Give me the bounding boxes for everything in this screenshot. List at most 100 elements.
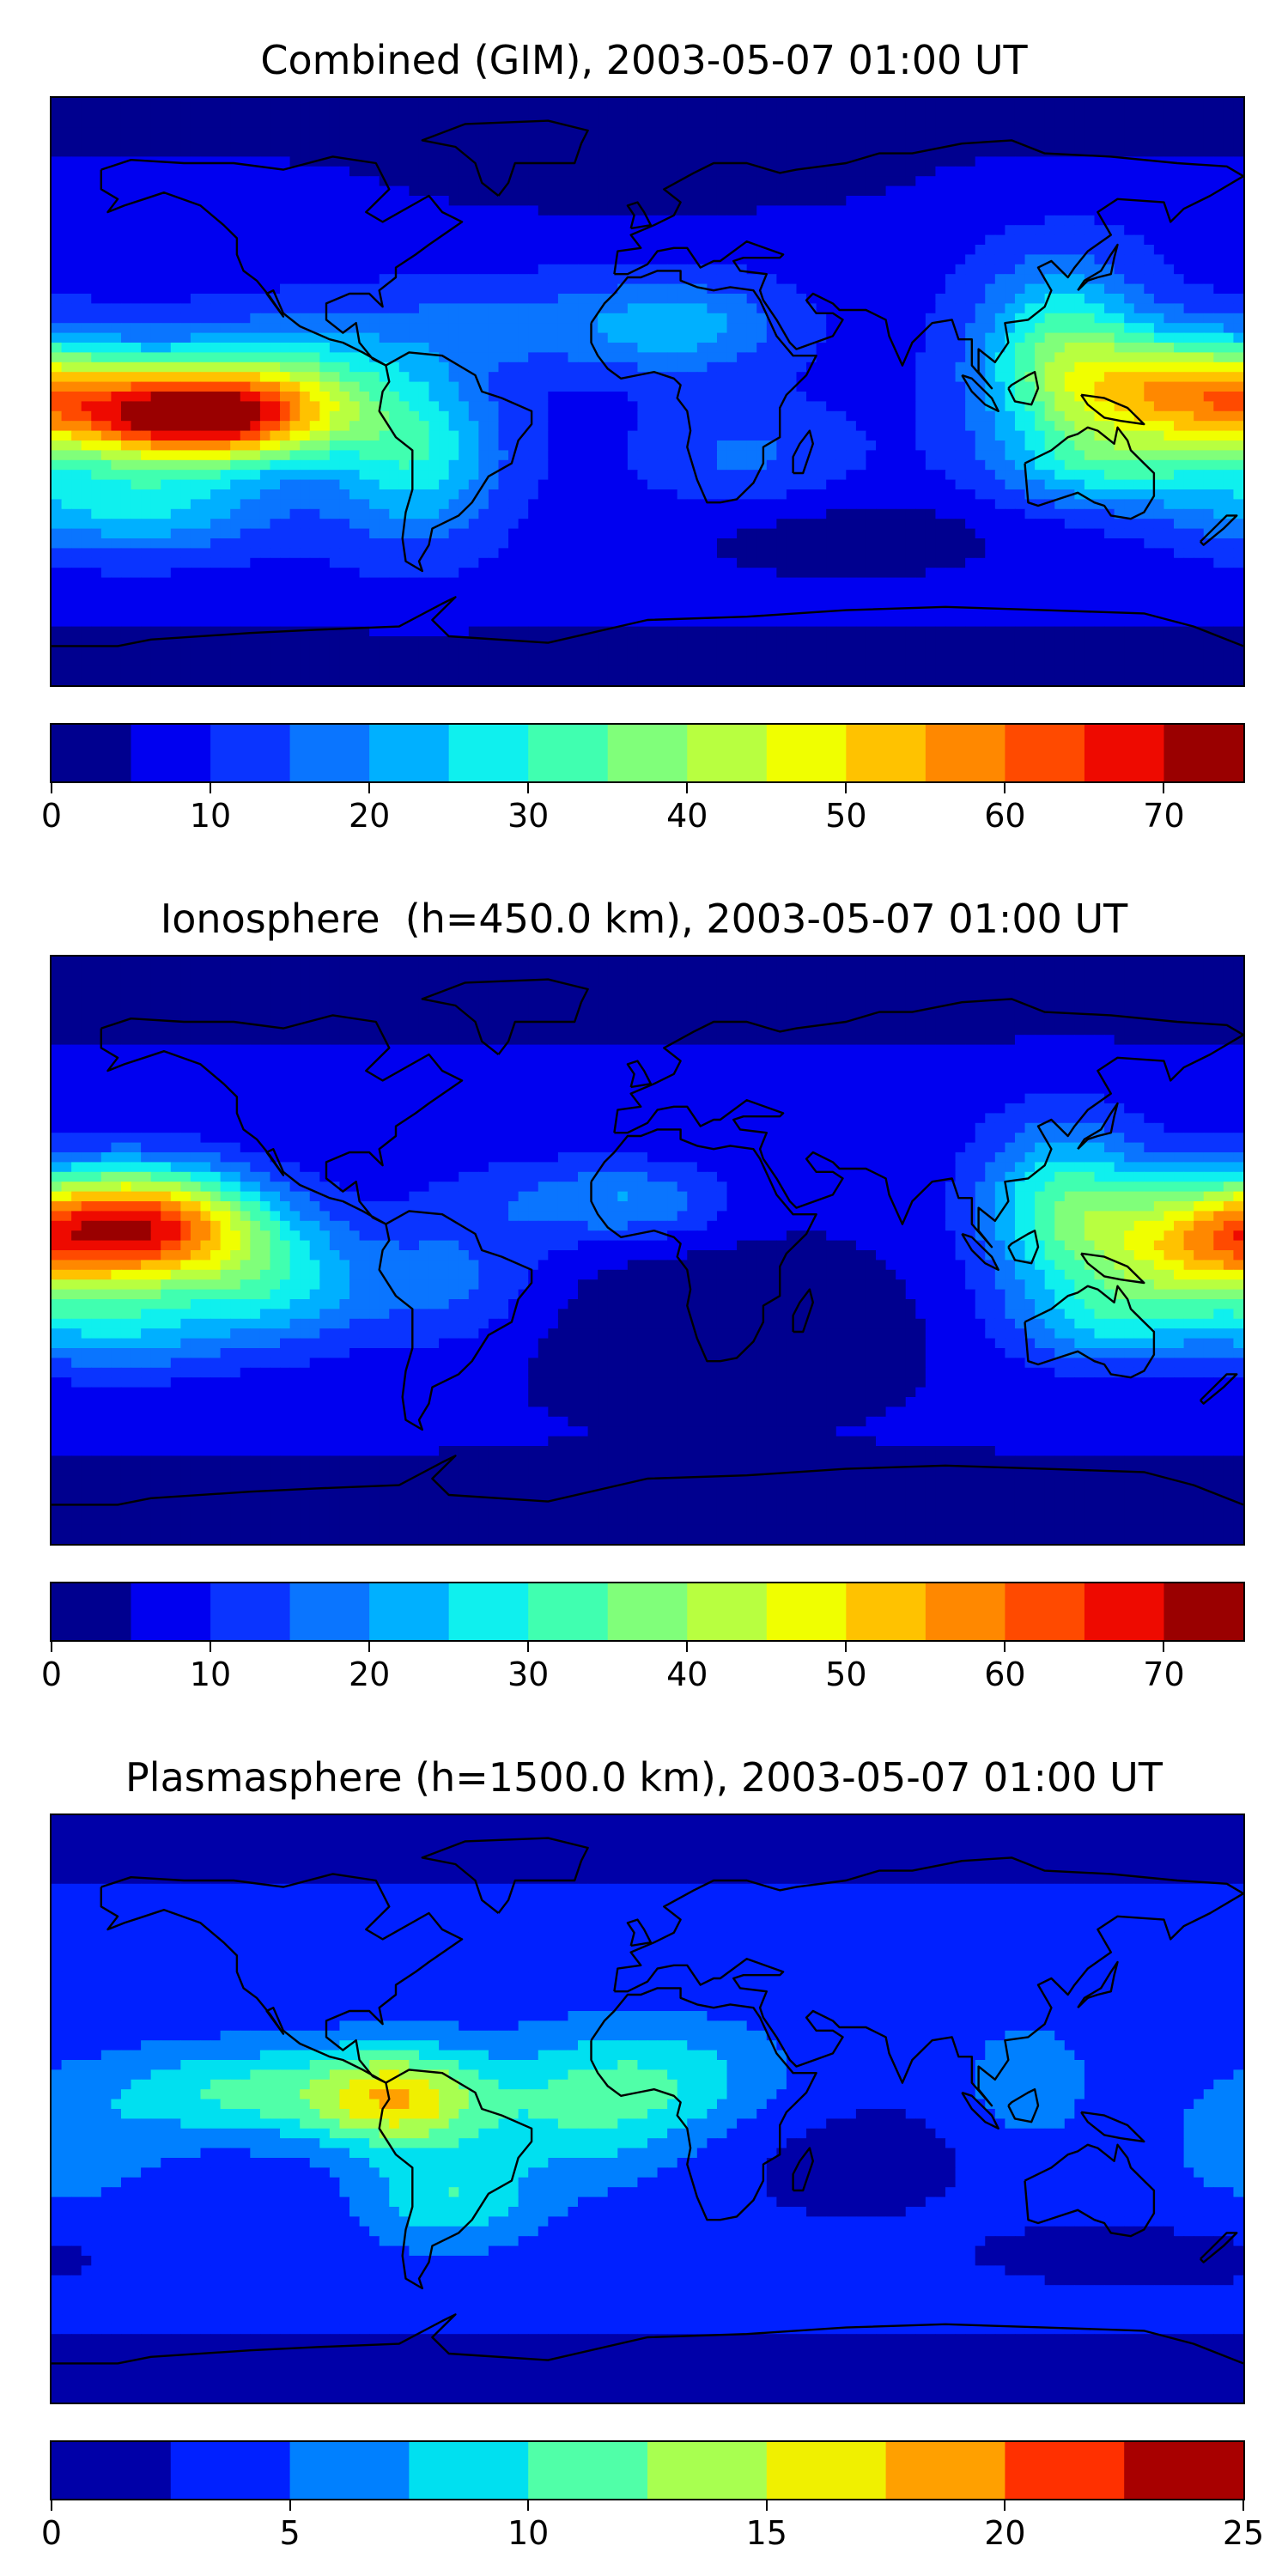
tec-cell xyxy=(52,215,63,226)
tec-cell xyxy=(1203,245,1214,255)
tec-cell xyxy=(508,283,519,295)
tec-cell xyxy=(687,274,698,285)
tec-cell xyxy=(518,421,529,432)
tec-cell xyxy=(220,459,231,471)
tec-cell xyxy=(955,421,966,432)
tec-cell xyxy=(448,254,459,265)
tec-cell xyxy=(369,470,380,481)
tec-cell xyxy=(846,205,857,216)
tec-cell xyxy=(985,440,996,451)
tec-cell xyxy=(1233,352,1243,363)
tec-cell xyxy=(280,343,291,353)
tec-cell xyxy=(418,98,430,108)
tec-cell xyxy=(240,361,251,373)
tec-cell xyxy=(1054,254,1066,265)
tec-cell xyxy=(1194,313,1205,324)
tec-cell xyxy=(866,215,877,226)
tec-cell xyxy=(955,479,966,490)
tec-cell xyxy=(418,176,430,187)
tec-cell xyxy=(568,166,579,177)
tec-cell xyxy=(309,450,320,461)
tec-cell xyxy=(538,489,549,500)
tec-cell xyxy=(538,313,549,324)
tec-cell xyxy=(965,410,976,422)
tec-cell xyxy=(617,274,629,285)
tec-cell xyxy=(61,185,72,197)
tec-cell xyxy=(170,137,181,148)
tec-cell xyxy=(91,196,102,206)
tec-cell xyxy=(1194,283,1205,295)
tec-cell xyxy=(131,421,142,432)
tec-cell xyxy=(1114,372,1125,383)
tec-cell xyxy=(389,401,400,412)
tec-cell xyxy=(826,489,837,500)
tec-cell xyxy=(120,352,132,363)
tec-cell xyxy=(835,421,847,432)
tec-cell xyxy=(637,303,648,314)
tec-cell xyxy=(150,381,161,392)
tec-cell xyxy=(498,283,509,295)
tec-cell xyxy=(1124,303,1135,314)
tec-cell xyxy=(835,107,847,118)
tec-cell xyxy=(617,185,629,197)
tec-cell xyxy=(538,176,549,187)
tec-cell xyxy=(190,352,202,363)
tec-cell xyxy=(210,489,222,500)
tec-cell xyxy=(1174,127,1185,138)
tec-cell xyxy=(300,372,311,383)
tec-cell xyxy=(259,127,271,138)
tec-cell xyxy=(1024,343,1036,353)
tec-cell xyxy=(190,137,202,148)
tec-cell xyxy=(756,147,768,157)
tec-cell xyxy=(985,205,996,216)
tec-cell xyxy=(1163,479,1175,490)
tec-cell xyxy=(1094,381,1105,392)
tec-cell xyxy=(538,421,549,432)
tec-cell xyxy=(329,430,341,441)
tec-cell xyxy=(81,332,92,343)
tec-cell xyxy=(796,499,807,510)
tec-cell xyxy=(1124,352,1135,363)
tec-cell xyxy=(896,274,907,285)
tec-cell xyxy=(1044,421,1055,432)
tec-cell xyxy=(71,470,82,481)
tec-cell xyxy=(349,274,361,285)
tec-cell xyxy=(935,205,946,216)
tec-cell xyxy=(161,147,172,157)
tec-cell xyxy=(428,421,440,432)
tec-cell xyxy=(1035,479,1046,490)
tec-cell xyxy=(568,430,579,441)
tec-cell xyxy=(100,137,112,148)
tec-cell xyxy=(876,303,887,314)
tec-cell xyxy=(796,274,807,285)
tec-cell xyxy=(578,205,589,216)
tec-cell xyxy=(518,137,529,148)
tec-cell xyxy=(459,313,470,324)
tec-cell xyxy=(627,117,639,128)
tec-cell xyxy=(866,107,877,118)
tec-cell xyxy=(428,185,440,197)
tec-cell xyxy=(1174,313,1185,324)
tec-cell xyxy=(587,401,598,412)
tec-cell xyxy=(240,459,251,471)
tec-cell xyxy=(131,303,142,314)
tec-cell xyxy=(538,225,549,236)
tec-cell xyxy=(786,479,798,490)
tec-cell xyxy=(428,176,440,187)
tec-cell xyxy=(459,225,470,236)
tec-cell xyxy=(100,440,112,451)
tec-cell xyxy=(200,176,211,187)
tec-cell xyxy=(389,303,400,314)
tec-cell xyxy=(855,450,867,461)
tec-cell xyxy=(538,372,549,383)
tec-cell xyxy=(756,117,768,128)
tec-cell xyxy=(91,352,102,363)
tec-cell xyxy=(1064,410,1075,422)
tec-cell xyxy=(289,196,301,206)
tec-cell xyxy=(141,107,152,118)
tec-cell xyxy=(578,225,589,236)
tec-cell xyxy=(1054,479,1066,490)
tec-cell xyxy=(766,107,777,118)
tec-cell xyxy=(994,430,1005,441)
tec-cell xyxy=(925,264,937,275)
